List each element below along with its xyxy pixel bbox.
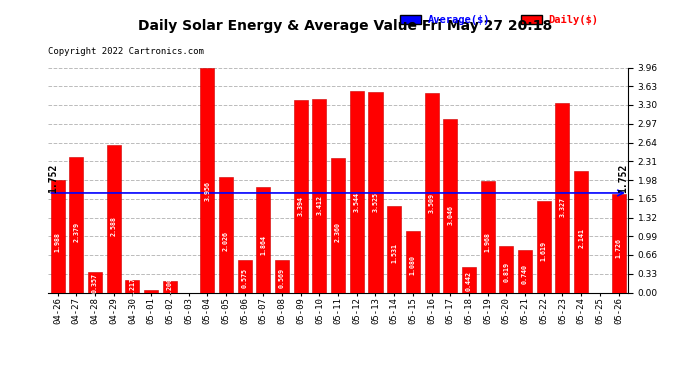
Bar [424,93,439,292]
Bar [387,206,401,292]
Text: 2.360: 2.360 [335,222,341,242]
Bar [237,260,252,292]
Bar [574,171,588,292]
Text: Daily Solar Energy & Average Value Fri May 27 20:18: Daily Solar Energy & Average Value Fri M… [138,19,552,33]
Bar [163,281,177,292]
Bar [126,280,139,292]
Bar [462,267,476,292]
Text: 3.956: 3.956 [204,182,210,201]
Bar [219,177,233,292]
Text: 1.080: 1.080 [410,255,416,275]
Text: 1.531: 1.531 [391,243,397,263]
Bar [256,187,270,292]
Bar [275,260,289,292]
Bar [406,231,420,292]
Text: 2.141: 2.141 [578,228,584,248]
Text: 0.442: 0.442 [466,271,472,291]
Bar [200,68,214,292]
Text: Daily($): Daily($) [549,15,598,25]
Bar [50,180,65,292]
Bar [368,92,382,292]
Bar [107,146,121,292]
Text: 1.752: 1.752 [48,164,58,193]
Text: 1.726: 1.726 [615,238,622,258]
Text: 0.200: 0.200 [167,278,172,297]
Text: 2.026: 2.026 [223,231,229,251]
Text: 0.575: 0.575 [241,268,248,288]
Bar [88,272,102,292]
Bar [294,100,308,292]
Text: 3.327: 3.327 [560,197,566,217]
Bar [443,119,457,292]
Text: 0.819: 0.819 [504,261,509,282]
Text: 0.569: 0.569 [279,268,285,288]
Text: Average($): Average($) [428,15,491,25]
Text: 0.357: 0.357 [92,273,98,293]
Text: 3.046: 3.046 [447,205,453,225]
Text: 3.525: 3.525 [373,192,379,212]
Text: 3.509: 3.509 [428,193,435,213]
Text: 1.968: 1.968 [484,232,491,252]
Text: 0.740: 0.740 [522,264,528,284]
Bar [69,158,83,292]
Text: 2.588: 2.588 [110,216,117,236]
Text: 3.544: 3.544 [354,192,359,212]
Bar [350,91,364,292]
Text: 3.394: 3.394 [297,196,304,216]
Text: 1.752: 1.752 [618,164,628,193]
Bar [611,194,626,292]
Bar [313,99,326,292]
Text: 1.619: 1.619 [541,241,546,261]
Text: 0.217: 0.217 [130,277,135,297]
Bar [537,201,551,292]
Text: 2.379: 2.379 [73,222,79,242]
Text: 1.864: 1.864 [260,235,266,255]
Text: Copyright 2022 Cartronics.com: Copyright 2022 Cartronics.com [48,47,204,56]
Bar [481,181,495,292]
Text: 1.988: 1.988 [55,232,61,252]
Bar [555,104,569,292]
Bar [331,158,345,292]
Bar [500,246,513,292]
Bar [518,251,532,292]
Text: 3.412: 3.412 [317,195,322,215]
Bar [144,290,158,292]
